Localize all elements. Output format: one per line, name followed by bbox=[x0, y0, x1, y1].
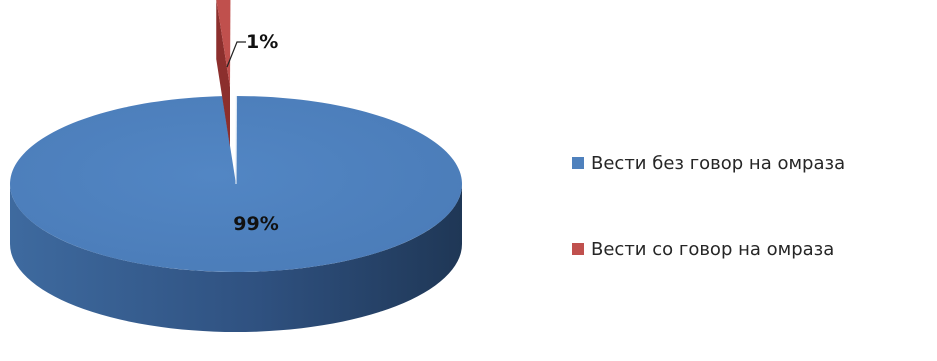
legend-item-hate-speech: Вести со говор на омраза bbox=[572, 238, 845, 260]
leader-line-hate-speech bbox=[226, 41, 246, 68]
pie-slice-no-hate-speech bbox=[9, 96, 462, 272]
legend: Вести без говор на омраза Вести со говор… bbox=[572, 152, 845, 260]
data-label-hate-speech: 1% bbox=[246, 31, 278, 53]
pie-slice-hate-speech bbox=[216, 0, 231, 87]
pie-side-hate-speech bbox=[216, 0, 230, 147]
data-label-no-hate-speech: 99% bbox=[233, 213, 278, 235]
legend-item-no-hate-speech: Вести без говор на омраза bbox=[572, 152, 845, 174]
legend-swatch-hate-speech bbox=[572, 243, 584, 255]
pie-side-no-hate-speech bbox=[10, 184, 462, 332]
legend-label-no-hate-speech: Вести без говор на омраза bbox=[591, 152, 846, 174]
legend-swatch-no-hate-speech bbox=[572, 157, 584, 169]
legend-label-hate-speech: Вести со говор на омраза bbox=[591, 238, 835, 260]
